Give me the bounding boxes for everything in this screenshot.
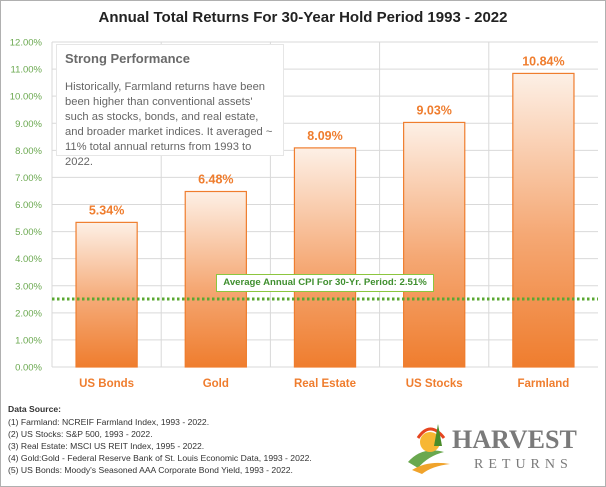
category-label: Farmland	[518, 378, 570, 390]
data-label: 10.84%	[522, 54, 564, 68]
data-label: 8.09%	[307, 129, 342, 143]
bar-farmland	[512, 72, 575, 368]
source-item: (3) Real Estate: MSCI US REIT Index, 199…	[8, 441, 205, 451]
y-tick-label: 4.00%	[15, 254, 42, 265]
y-tick-label: 1.00%	[15, 335, 42, 346]
x-axis: US Bonds Gold Real Estate US Stocks Farmland	[79, 378, 569, 390]
sun-leaf-icon	[408, 424, 450, 474]
logo-word-harvest: HARVEST	[452, 425, 577, 454]
category-label: US Bonds	[79, 378, 134, 390]
y-tick-label: 0.00%	[15, 363, 42, 374]
category-label: US Stocks	[406, 378, 463, 390]
y-tick-label: 6.00%	[15, 200, 42, 211]
y-tick-label: 7.00%	[15, 173, 42, 184]
annotation-body: Historically, Farmland returns have been…	[65, 81, 273, 168]
y-tick-label: 2.00%	[15, 308, 42, 319]
annotation-title: Strong Performance	[65, 51, 190, 66]
harvest-returns-logo: HARVEST RETURNS	[408, 424, 577, 474]
y-tick-label: 9.00%	[15, 119, 42, 130]
source-item: (2) US Stocks: S&P 500, 1993 - 2022.	[8, 429, 153, 439]
y-axis: 0.00% 1.00% 2.00% 3.00% 4.00% 5.00% 6.00% 7.00%…	[10, 38, 43, 374]
bar-us-stocks	[403, 121, 466, 368]
cpi-label: Average Annual CPI For 30-Yr. Period: 2.…	[216, 274, 434, 292]
data-label: 9.03%	[416, 103, 451, 117]
logo-word-returns: RETURNS	[474, 457, 573, 472]
y-tick-label: 10.00%	[10, 92, 43, 103]
data-label: 6.48%	[198, 173, 233, 187]
value-labels: 5.34% 6.48% 8.09% 9.03% 10.84%	[89, 54, 565, 217]
chart-title: Annual Total Returns For 30-Year Hold Pe…	[98, 9, 508, 26]
data-source: Data Source: (1) Farmland: NCREIF Farmla…	[8, 403, 312, 476]
source-item: (1) Farmland: NCREIF Farmland Index, 199…	[8, 417, 210, 427]
source-title: Data Source:	[8, 404, 62, 414]
category-label: Gold	[203, 378, 229, 390]
y-tick-label: 3.00%	[15, 281, 42, 292]
y-tick-label: 11.00%	[10, 65, 42, 76]
bar-us-bonds	[75, 221, 138, 368]
y-tick-label: 8.00%	[15, 146, 42, 157]
source-item: (4) Gold:Gold - Federal Reserve Bank of …	[8, 453, 312, 463]
data-label: 5.34%	[89, 203, 124, 217]
y-tick-label: 12.00%	[10, 38, 43, 49]
source-item: (5) US Bonds: Moody's Seasoned AAA Corpo…	[8, 465, 293, 475]
y-tick-label: 5.00%	[15, 227, 42, 238]
annotation-box: Strong Performance Historically, Farmlan…	[56, 44, 284, 168]
bars	[75, 72, 575, 368]
bar-real-estate	[293, 147, 357, 368]
category-label: Real Estate	[294, 378, 356, 390]
